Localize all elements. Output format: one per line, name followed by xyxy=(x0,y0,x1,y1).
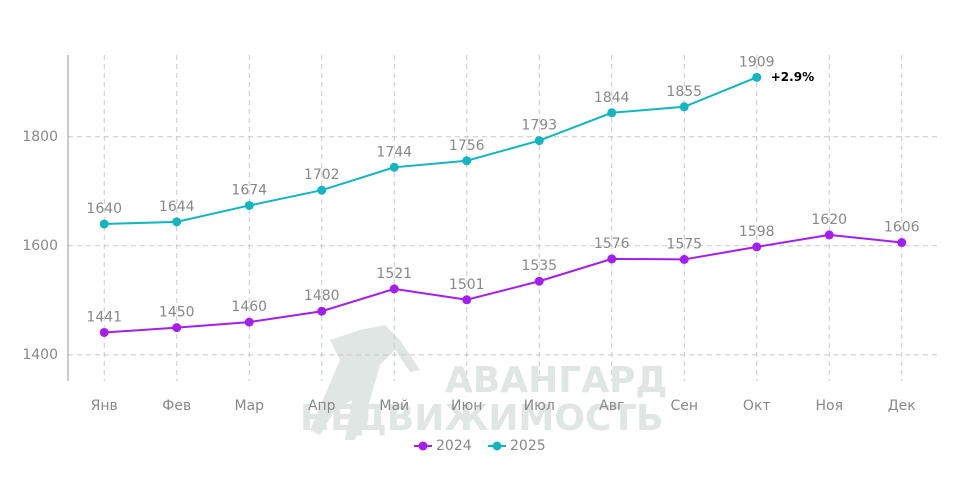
data-point xyxy=(389,284,399,294)
data-label: 1460 xyxy=(231,299,267,315)
data-label: 1480 xyxy=(304,288,340,304)
data-point xyxy=(534,276,544,286)
data-point xyxy=(317,306,327,316)
x-tick-label: Июн xyxy=(451,398,482,414)
data-point xyxy=(462,295,472,305)
y-tick-label: 1400 xyxy=(22,347,58,363)
data-point xyxy=(534,136,544,146)
y-tick-label: 1600 xyxy=(22,238,58,254)
data-point xyxy=(824,230,834,240)
data-label: 1501 xyxy=(449,277,485,293)
data-point xyxy=(679,102,689,112)
x-tick-label: Июл xyxy=(524,398,555,414)
data-label: 1702 xyxy=(304,167,340,183)
x-tick-label: Сен xyxy=(670,398,698,414)
data-label: 1620 xyxy=(811,212,847,228)
data-point xyxy=(244,317,254,327)
legend-swatch xyxy=(418,441,428,451)
data-point xyxy=(752,72,762,82)
x-tick-label: Май xyxy=(379,398,409,414)
watermark-text: НЕДВИЖИМОСТЬ xyxy=(300,398,663,439)
x-tick-label: Мар xyxy=(234,398,264,414)
data-label: 1756 xyxy=(449,138,485,154)
data-label: 1535 xyxy=(521,258,557,274)
data-point xyxy=(679,254,689,264)
data-point xyxy=(607,108,617,118)
data-label: 1909 xyxy=(739,54,775,70)
data-label: 1450 xyxy=(159,305,195,321)
data-label: 1674 xyxy=(231,182,267,198)
data-label: 1521 xyxy=(376,266,412,282)
data-label: 1793 xyxy=(521,118,557,134)
data-label: 1575 xyxy=(666,236,702,252)
data-point xyxy=(99,219,109,229)
data-label: 1744 xyxy=(376,144,412,160)
data-label: 1576 xyxy=(594,236,630,252)
x-tick-label: Окт xyxy=(743,398,771,414)
data-point xyxy=(607,254,617,264)
data-point xyxy=(317,185,327,195)
data-point xyxy=(244,200,254,210)
data-point xyxy=(389,162,399,172)
data-label: 1640 xyxy=(86,201,122,217)
data-label: 1844 xyxy=(594,90,630,106)
data-point xyxy=(172,217,182,227)
x-tick-label: Фев xyxy=(162,398,191,414)
x-tick-label: Дек xyxy=(888,398,916,414)
y-tick-label: 1800 xyxy=(22,129,58,145)
x-tick-label: Авг xyxy=(599,398,624,414)
data-point xyxy=(897,238,907,248)
data-point xyxy=(99,327,109,337)
series-line xyxy=(104,233,902,334)
data-label: 1855 xyxy=(666,84,702,100)
data-label: 1598 xyxy=(739,224,775,240)
x-tick-label: Апр xyxy=(308,398,336,414)
data-label: 1441 xyxy=(86,309,122,325)
watermark-logo xyxy=(310,325,420,440)
x-tick-label: Ноя xyxy=(815,398,843,414)
data-label: 1644 xyxy=(159,199,195,215)
data-label: 1606 xyxy=(884,220,920,236)
annotation: +2.9% xyxy=(771,70,814,84)
data-point xyxy=(172,323,182,333)
legend-label: 2024 xyxy=(436,438,472,454)
legend-swatch xyxy=(492,441,502,451)
watermark-text: АВАНГАРД xyxy=(445,360,668,401)
watermark-horse xyxy=(310,325,420,440)
series-line xyxy=(104,76,758,225)
data-point xyxy=(752,242,762,252)
legend-label: 2025 xyxy=(510,438,546,454)
x-tick-label: Янв xyxy=(91,398,118,414)
data-point xyxy=(462,156,472,166)
